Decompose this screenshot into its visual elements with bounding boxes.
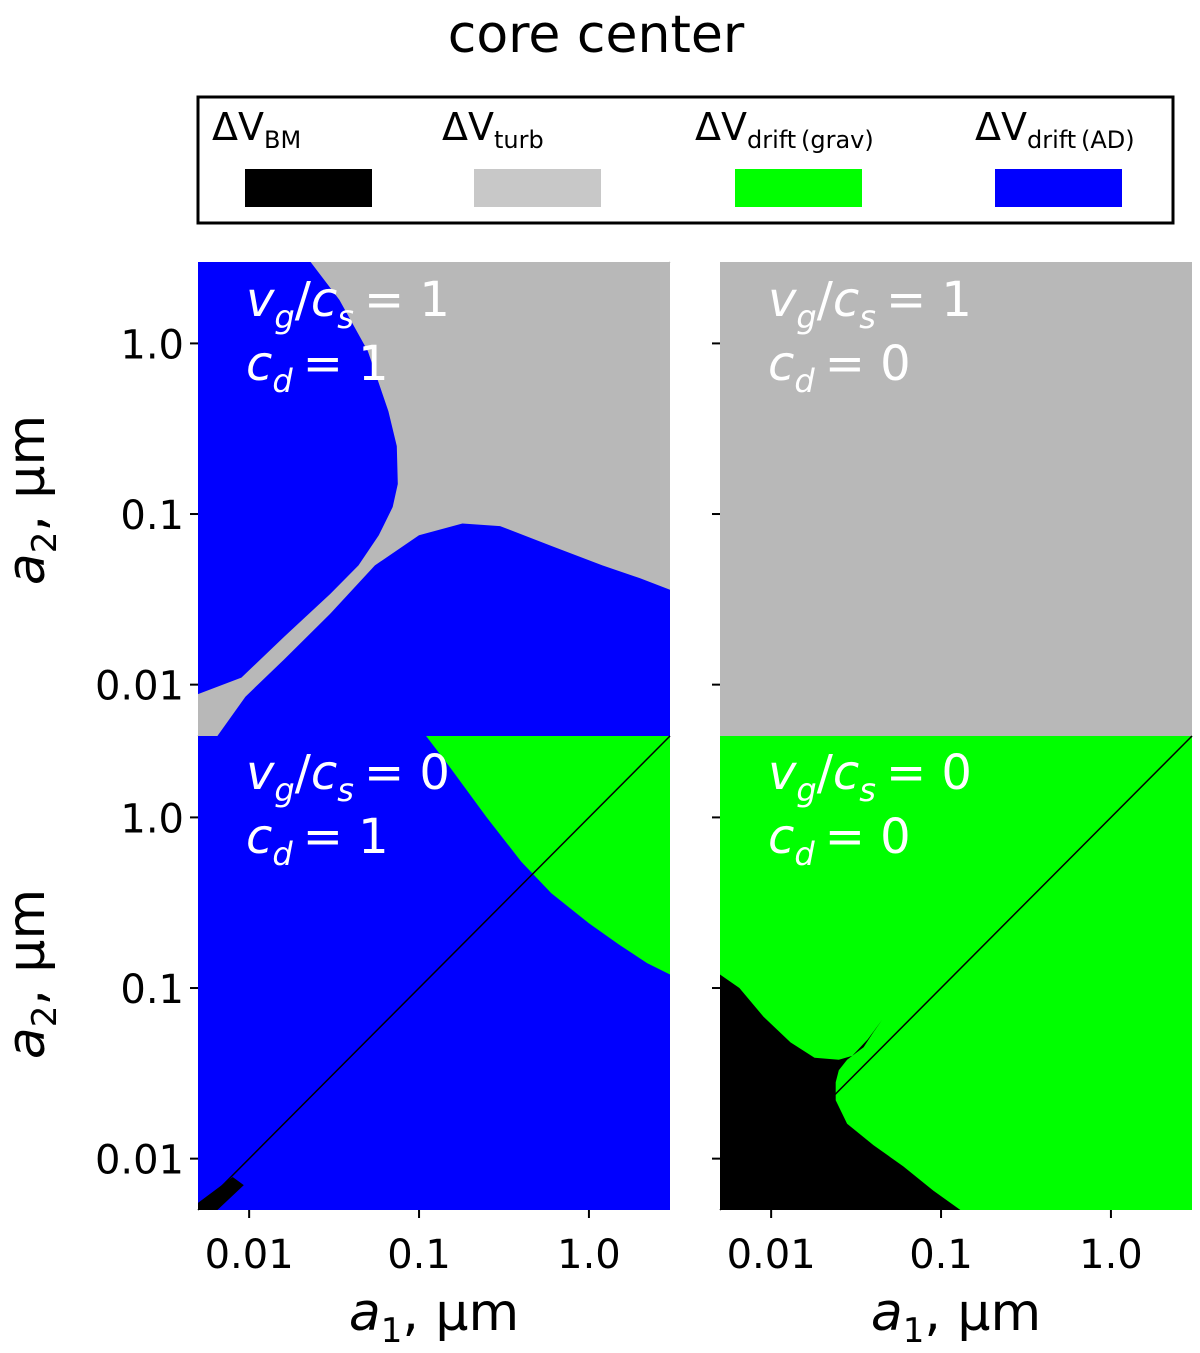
x-axis-label-right: a1, μm — [871, 1283, 1041, 1351]
annotation-cd: cd = 1 — [246, 336, 389, 400]
figure-title: core center — [448, 5, 745, 65]
panel-top-right — [720, 262, 1192, 736]
x-tick-label: 0.1 — [909, 1232, 973, 1278]
figure: core center ΔVBM ΔVturb ΔVdrift (grav) Δ… — [0, 0, 1200, 1353]
annotation-cd: cd = 0 — [768, 336, 911, 400]
y-tick-label: 0.01 — [95, 1138, 184, 1184]
y-axis-label-top: a2, μm — [0, 415, 65, 585]
y-tick-label: 0.01 — [95, 664, 184, 710]
x-tick-label: 1.0 — [1079, 1232, 1143, 1278]
legend: ΔVBM ΔVturb ΔVdrift (grav) ΔVdrift (AD) — [198, 97, 1173, 223]
y-axis-label-bottom: a2, μm — [0, 889, 65, 1059]
legend-swatch-turb — [474, 169, 601, 207]
y-tick-label: 0.1 — [120, 967, 184, 1013]
x-tick-label: 0.01 — [205, 1232, 294, 1278]
x-tick-label: 0.01 — [727, 1232, 816, 1278]
x-axis-label-left: a1, μm — [349, 1283, 519, 1351]
y-tick-label: 1.0 — [120, 322, 184, 368]
panel-bottom-left — [198, 736, 670, 1210]
annotation-cd: cd = 1 — [246, 809, 389, 873]
y-tick-label: 0.1 — [120, 493, 184, 539]
legend-swatch-grav — [735, 169, 862, 207]
panel-bottom-right — [720, 736, 1192, 1210]
legend-swatch-bm — [245, 169, 372, 207]
y-tick-label: 1.0 — [120, 796, 184, 842]
legend-swatch-ad — [995, 169, 1122, 207]
x-tick-label: 0.1 — [387, 1232, 451, 1278]
annotation-cd: cd = 0 — [768, 809, 911, 873]
x-tick-label: 1.0 — [557, 1232, 621, 1278]
region-turb — [720, 262, 1192, 736]
panel-top-left — [198, 262, 670, 736]
